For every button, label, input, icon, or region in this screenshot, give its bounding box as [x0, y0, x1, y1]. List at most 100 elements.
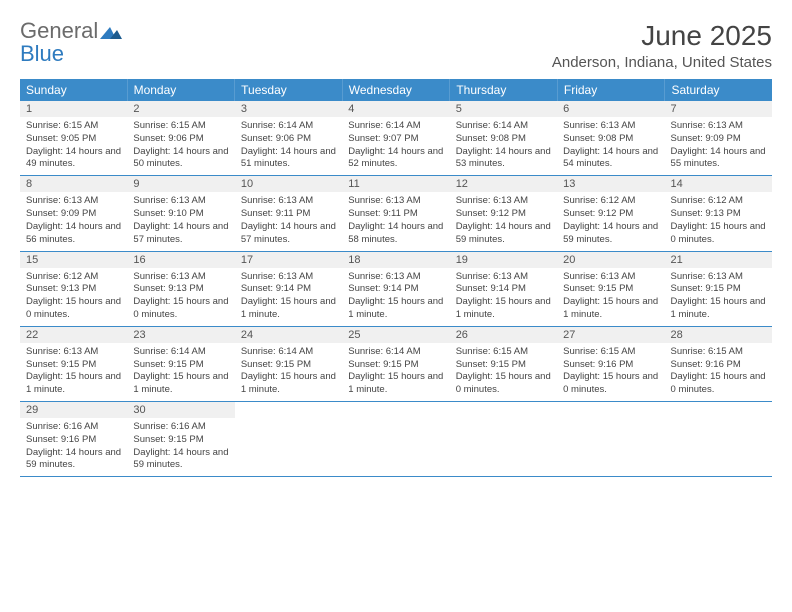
- sunrise-line: Sunrise: 6:13 AM: [133, 195, 228, 208]
- sunrise-line: Sunrise: 6:13 AM: [456, 195, 551, 208]
- title-block: June 2025 Anderson, Indiana, United Stat…: [552, 20, 772, 71]
- day-number: 25: [342, 327, 449, 343]
- day-body: Sunrise: 6:12 AMSunset: 9:13 PMDaylight:…: [665, 192, 772, 246]
- daylight-line: Daylight: 14 hours and 52 minutes.: [348, 146, 443, 172]
- sunset-line: Sunset: 9:14 PM: [348, 283, 443, 296]
- sunrise-line: Sunrise: 6:15 AM: [26, 120, 121, 133]
- location: Anderson, Indiana, United States: [552, 54, 772, 71]
- calendar: Sunday Monday Tuesday Wednesday Thursday…: [20, 79, 772, 477]
- sunrise-line: Sunrise: 6:12 AM: [26, 271, 121, 284]
- week-row: 8 Sunrise: 6:13 AM Sunset: 9:09 PM Daylight…: [20, 176, 772, 251]
- day-number: 27: [557, 327, 664, 343]
- day-body: Sunrise: 6:16 AMSunset: 9:16 PMDaylight:…: [20, 418, 127, 472]
- day-number: 11: [342, 176, 449, 192]
- sunrise-line: Sunrise: 6:14 AM: [133, 346, 228, 359]
- day-header-mon: Monday: [128, 79, 236, 101]
- week-row: 1Sunrise: 6:15 AMSunset: 9:05 PMDaylight…: [20, 101, 772, 176]
- day-cell: 16Sunrise: 6:13 AMSunset: 9:13 PMDayligh…: [127, 252, 234, 326]
- day-body: Sunrise: 6:15 AMSunset: 9:05 PMDaylight:…: [20, 117, 127, 171]
- sunrise-line: Sunrise: 6:12 AM: [563, 195, 658, 208]
- day-body: Sunrise: 6:14 AMSunset: 9:07 PMDaylight:…: [342, 117, 449, 171]
- sunset-line: Sunset: 9:13 PM: [671, 208, 766, 221]
- sunset-line: Sunset: 9:15 PM: [563, 283, 658, 296]
- sunrise-line: Sunrise: 6:12 AM: [671, 195, 766, 208]
- sunset-line: Sunset: 9:11 PM: [348, 208, 443, 221]
- header: General Blue June 2025 Anderson, Indiana…: [20, 20, 772, 71]
- day-number: 8: [20, 176, 127, 192]
- daylight-line: Daylight: 14 hours and 59 minutes.: [563, 221, 658, 247]
- sunset-line: Sunset: 9:15 PM: [133, 434, 228, 447]
- sunset-line: Sunset: 9:14 PM: [241, 283, 336, 296]
- sunrise-line: Sunrise: 6:13 AM: [456, 271, 551, 284]
- day-cell: 6Sunrise: 6:13 AMSunset: 9:08 PMDaylight…: [557, 101, 664, 175]
- day-cell: [450, 402, 557, 476]
- daylight-line: Daylight: 15 hours and 0 minutes.: [671, 371, 766, 397]
- day-cell: 24Sunrise: 6:14 AMSunset: 9:15 PMDayligh…: [235, 327, 342, 401]
- day-header-sat: Saturday: [665, 79, 772, 101]
- day-number: 29: [20, 402, 127, 418]
- day-cell: 13Sunrise: 6:12 AMSunset: 9:12 PMDayligh…: [557, 176, 664, 250]
- day-body: Sunrise: 6:13 AMSunset: 9:14 PMDaylight:…: [235, 268, 342, 322]
- daylight-line: Daylight: 15 hours and 1 minute.: [671, 296, 766, 322]
- day-cell: 27Sunrise: 6:15 AMSunset: 9:16 PMDayligh…: [557, 327, 664, 401]
- weeks-container: 1Sunrise: 6:15 AMSunset: 9:05 PMDaylight…: [20, 101, 772, 477]
- day-body: Sunrise: 6:13 AMSunset: 9:10 PMDaylight:…: [127, 192, 234, 246]
- day-cell: 28Sunrise: 6:15 AMSunset: 9:16 PMDayligh…: [665, 327, 772, 401]
- sunset-line: Sunset: 9:09 PM: [26, 208, 121, 221]
- logo-part2: Blue: [20, 41, 64, 66]
- sunrise-line: Sunrise: 6:15 AM: [133, 120, 228, 133]
- day-number: 18: [342, 252, 449, 268]
- day-body: Sunrise: 6:15 AMSunset: 9:16 PMDaylight:…: [557, 343, 664, 397]
- sunrise-line: Sunrise: 6:13 AM: [348, 195, 443, 208]
- day-cell: 25Sunrise: 6:14 AMSunset: 9:15 PMDayligh…: [342, 327, 449, 401]
- day-cell: 15Sunrise: 6:12 AMSunset: 9:13 PMDayligh…: [20, 252, 127, 326]
- sunrise-line: Sunrise: 6:15 AM: [671, 346, 766, 359]
- day-number: 28: [665, 327, 772, 343]
- sunrise-line: Sunrise: 6:13 AM: [563, 271, 658, 284]
- day-cell: 21Sunrise: 6:13 AMSunset: 9:15 PMDayligh…: [665, 252, 772, 326]
- sunset-line: Sunset: 9:15 PM: [348, 359, 443, 372]
- day-cell: 23Sunrise: 6:14 AMSunset: 9:15 PMDayligh…: [127, 327, 234, 401]
- day-number: 7: [665, 101, 772, 117]
- sunset-line: Sunset: 9:08 PM: [456, 133, 551, 146]
- daylight-line: Daylight: 15 hours and 0 minutes.: [563, 371, 658, 397]
- day-cell: [342, 402, 449, 476]
- sunrise-line: Sunrise: 6:13 AM: [563, 120, 658, 133]
- daylight-line: Daylight: 15 hours and 1 minute.: [133, 371, 228, 397]
- day-header-wed: Wednesday: [343, 79, 451, 101]
- sunset-line: Sunset: 9:16 PM: [26, 434, 121, 447]
- day-cell: 12Sunrise: 6:13 AMSunset: 9:12 PMDayligh…: [450, 176, 557, 250]
- day-body: Sunrise: 6:13 AMSunset: 9:12 PMDaylight:…: [450, 192, 557, 246]
- sunrise-line: Sunrise: 6:14 AM: [348, 120, 443, 133]
- day-body: Sunrise: 6:16 AMSunset: 9:15 PMDaylight:…: [127, 418, 234, 472]
- day-cell: 20Sunrise: 6:13 AMSunset: 9:15 PMDayligh…: [557, 252, 664, 326]
- daylight-line: Daylight: 14 hours and 59 minutes.: [26, 447, 121, 473]
- sunrise-line: Sunrise: 6:13 AM: [671, 271, 766, 284]
- day-body: Sunrise: 6:15 AMSunset: 9:16 PMDaylight:…: [665, 343, 772, 397]
- day-cell: [665, 402, 772, 476]
- daylight-line: Daylight: 15 hours and 1 minute.: [241, 371, 336, 397]
- day-body: Sunrise: 6:14 AMSunset: 9:06 PMDaylight:…: [235, 117, 342, 171]
- daylight-line: Daylight: 15 hours and 0 minutes.: [456, 371, 551, 397]
- day-body: Sunrise: 6:13 AMSunset: 9:08 PMDaylight:…: [557, 117, 664, 171]
- daylight-line: Daylight: 14 hours and 50 minutes.: [133, 146, 228, 172]
- day-number: 12: [450, 176, 557, 192]
- sunset-line: Sunset: 9:06 PM: [133, 133, 228, 146]
- day-cell: 2Sunrise: 6:15 AMSunset: 9:06 PMDaylight…: [127, 101, 234, 175]
- day-number: 30: [127, 402, 234, 418]
- daylight-line: Daylight: 14 hours and 59 minutes.: [456, 221, 551, 247]
- daylight-line: Daylight: 14 hours and 57 minutes.: [133, 221, 228, 247]
- sunrise-line: Sunrise: 6:13 AM: [241, 271, 336, 284]
- sunrise-line: Sunrise: 6:13 AM: [671, 120, 766, 133]
- day-header-sun: Sunday: [20, 79, 128, 101]
- sunrise-line: Sunrise: 6:16 AM: [26, 421, 121, 434]
- sunrise-line: Sunrise: 6:14 AM: [348, 346, 443, 359]
- sunrise-line: Sunrise: 6:15 AM: [563, 346, 658, 359]
- daylight-line: Daylight: 14 hours and 51 minutes.: [241, 146, 336, 172]
- sunrise-line: Sunrise: 6:13 AM: [348, 271, 443, 284]
- day-header-row: Sunday Monday Tuesday Wednesday Thursday…: [20, 79, 772, 101]
- daylight-line: Daylight: 15 hours and 0 minutes.: [671, 221, 766, 247]
- day-number: 22: [20, 327, 127, 343]
- day-body: Sunrise: 6:15 AMSunset: 9:06 PMDaylight:…: [127, 117, 234, 171]
- day-cell: 11Sunrise: 6:13 AMSunset: 9:11 PMDayligh…: [342, 176, 449, 250]
